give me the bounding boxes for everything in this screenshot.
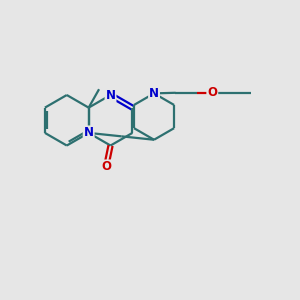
Text: N: N: [149, 87, 159, 100]
Text: N: N: [106, 88, 116, 101]
Text: O: O: [101, 160, 111, 173]
Text: O: O: [207, 86, 217, 99]
Text: N: N: [84, 126, 94, 140]
